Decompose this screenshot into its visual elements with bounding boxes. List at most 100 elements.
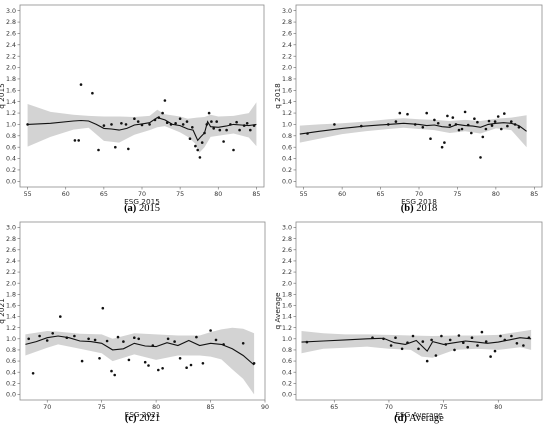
data-point [127, 147, 130, 151]
data-point [173, 340, 176, 343]
x-tick-label: 55 [300, 191, 308, 198]
data-point [174, 122, 177, 125]
y-axis-label: q Average [273, 292, 282, 329]
data-point [382, 337, 385, 341]
data-point [45, 339, 49, 342]
y-tick-label: 0.6 [6, 358, 16, 365]
data-point [413, 123, 417, 126]
data-point [188, 137, 192, 140]
data-point [147, 364, 150, 367]
data-point [137, 337, 140, 341]
data-point [218, 128, 222, 132]
y-tick-label: 0.8 [6, 133, 16, 140]
x-tick-label: 65 [330, 404, 338, 411]
data-point [453, 348, 456, 352]
data-point [466, 345, 470, 349]
panel-caption: (c) 2021 [125, 413, 160, 424]
caption-text: 2015 [136, 203, 160, 214]
data-point [360, 124, 363, 128]
data-point [102, 124, 106, 127]
data-point [406, 112, 409, 116]
data-point [194, 144, 197, 148]
data-point [161, 367, 164, 370]
data-point [222, 140, 225, 143]
data-point [499, 334, 502, 338]
x-axis-label: ESG 2018 [401, 197, 437, 206]
y-tick-label: 3.0 [6, 225, 16, 232]
y-tick-label: 2.8 [6, 19, 16, 26]
x-axis-label: ESG 2021 [125, 410, 161, 419]
data-point [114, 145, 117, 149]
x-tick-label: 60 [62, 191, 70, 198]
data-point [517, 126, 521, 129]
data-point [430, 338, 433, 342]
data-point [105, 339, 109, 343]
y-tick-label: 0.0 [6, 178, 16, 185]
y-tick-label: 2.8 [282, 236, 292, 243]
data-point [222, 343, 225, 346]
data-point [429, 137, 432, 140]
x-tick-label: 70 [138, 191, 146, 198]
y-tick-label: 1.6 [6, 87, 16, 94]
data-point [93, 338, 97, 342]
y-tick-label: 2.0 [282, 280, 292, 287]
data-point [191, 126, 194, 129]
data-point [479, 156, 482, 159]
y-tick-label: 1.8 [282, 291, 292, 298]
data-point [333, 123, 336, 126]
y-tick-label: 0.8 [6, 347, 16, 354]
x-tick-label: 80 [492, 191, 500, 198]
x-tick-label: 85 [207, 404, 215, 411]
data-point [249, 128, 252, 132]
x-tick-label: 75 [440, 404, 448, 411]
data-point [448, 123, 452, 127]
data-point [443, 141, 446, 144]
data-point [371, 336, 374, 340]
y-tick-label: 1.8 [282, 76, 292, 83]
data-point [232, 148, 235, 152]
y-tick-label: 1.4 [282, 99, 292, 106]
data-point [481, 135, 485, 139]
y-tick-label: 1.2 [282, 110, 292, 117]
data-point [398, 111, 402, 115]
data-point [133, 117, 136, 120]
data-point [140, 123, 144, 127]
fit-line [301, 337, 532, 352]
y-tick-label: 2.0 [6, 65, 16, 72]
data-point [235, 120, 238, 124]
data-point [252, 362, 256, 365]
data-point [38, 334, 41, 338]
caption-letter: (d) [394, 413, 407, 424]
y-tick-label: 3.0 [282, 225, 292, 232]
data-point [157, 368, 160, 372]
x-tick-label: 75 [98, 404, 106, 411]
data-point [451, 116, 455, 119]
y-tick-label: 2.0 [282, 65, 292, 72]
data-point [466, 123, 470, 127]
y-tick-label: 0.0 [282, 178, 292, 185]
data-point [487, 119, 491, 123]
data-point [394, 120, 398, 123]
y-axis-label: q 2018 [273, 83, 282, 109]
x-tick-label: 85 [252, 191, 260, 198]
data-point [229, 123, 232, 126]
fit-line [27, 116, 257, 142]
data-point [110, 123, 113, 126]
x-tick-label: 55 [24, 191, 32, 198]
data-point [178, 357, 182, 360]
plot-frame [295, 221, 543, 401]
data-point [417, 347, 420, 351]
data-point [201, 362, 205, 365]
data-point [215, 120, 218, 123]
y-tick-label: 2.2 [282, 53, 292, 60]
data-point [196, 148, 199, 152]
data-point [178, 117, 182, 120]
data-point [163, 99, 167, 102]
y-tick-label: 2.6 [6, 31, 16, 38]
caption-text: 2018 [414, 203, 438, 214]
y-tick-label: 1.0 [282, 336, 292, 343]
data-point [425, 359, 429, 363]
data-point [136, 120, 140, 123]
panel-caption: (d) Average [394, 413, 444, 424]
y-tick-label: 0.0 [6, 392, 16, 399]
